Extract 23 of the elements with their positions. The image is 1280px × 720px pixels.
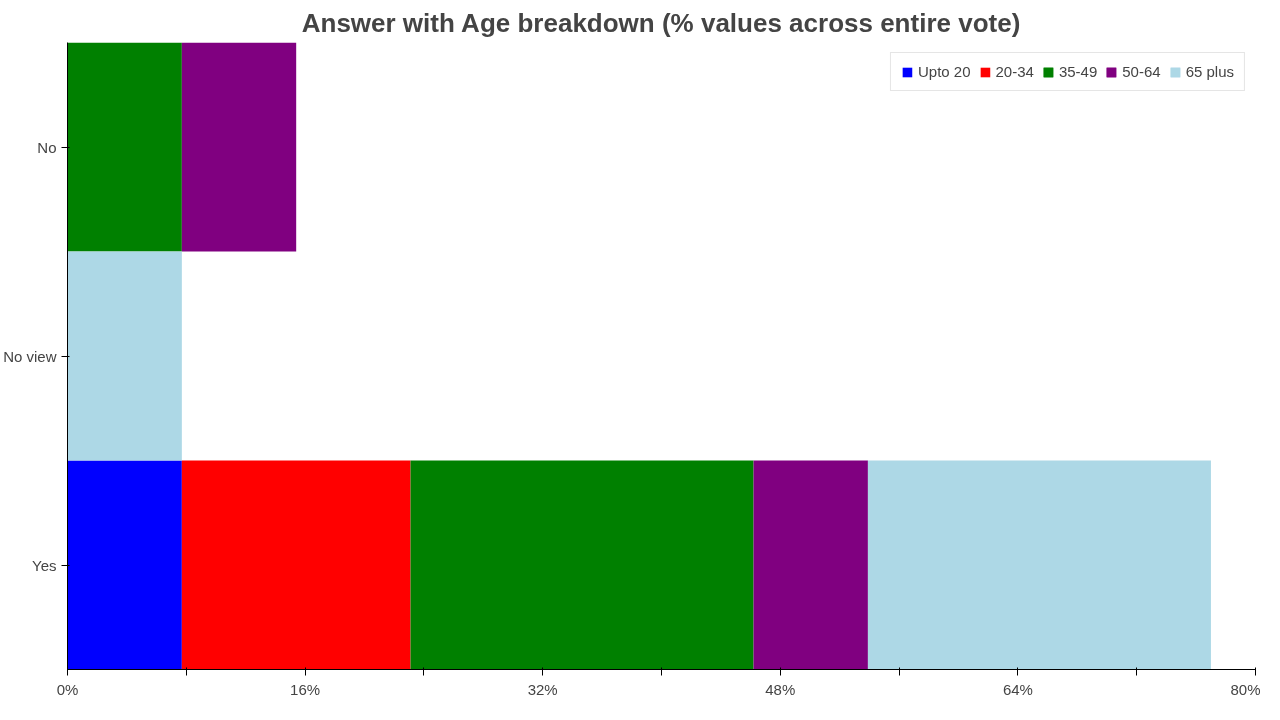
bar xyxy=(181,460,411,670)
bar xyxy=(181,42,297,252)
y-tick-label: No view xyxy=(3,347,57,365)
bar xyxy=(67,460,182,670)
x-tick-label: 16% xyxy=(290,680,321,698)
bar xyxy=(753,460,868,670)
legend-label: 50-64 xyxy=(1122,63,1161,80)
y-tick-label: Yes xyxy=(32,556,57,574)
y-tick-label: No xyxy=(37,138,57,156)
bar xyxy=(67,42,182,252)
chart-title: Answer with Age breakdown (% values across entire vote) xyxy=(301,7,1021,38)
x-tick-label: 0% xyxy=(56,680,79,698)
bar xyxy=(67,251,182,461)
legend-label: 20-34 xyxy=(995,63,1034,80)
x-tick-label: 64% xyxy=(1002,680,1033,698)
x-tick-label: 80% xyxy=(1230,680,1261,698)
x-tick-label: 48% xyxy=(765,680,796,698)
x-tick-label: 32% xyxy=(527,680,558,698)
bar xyxy=(410,460,754,670)
bar xyxy=(867,460,1211,670)
legend-label: 35-49 xyxy=(1058,63,1098,80)
legend-label: 65 plus xyxy=(1185,63,1234,80)
legend-label: Upto 20 xyxy=(917,63,971,80)
